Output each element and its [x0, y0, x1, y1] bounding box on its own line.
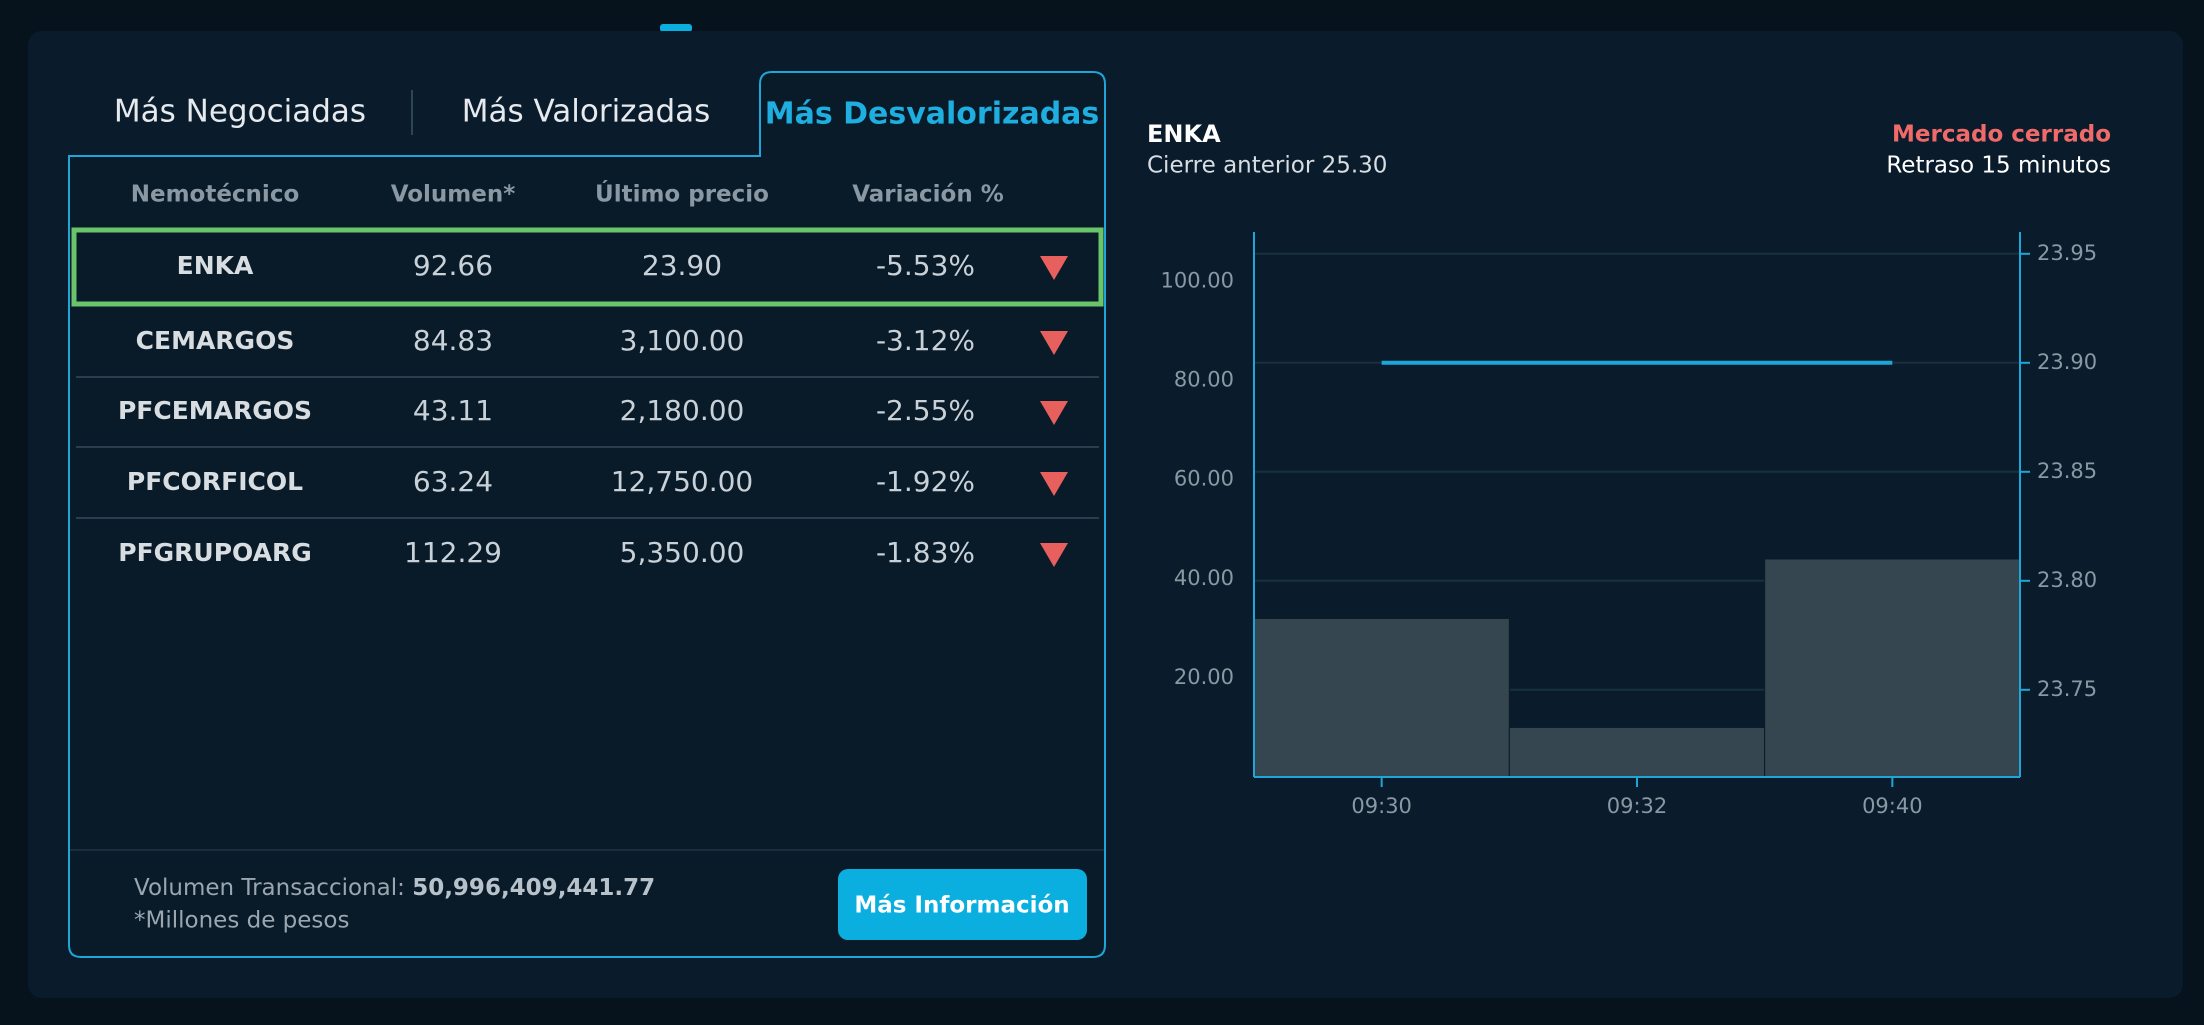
y2-tick-label: 23.85 — [2037, 459, 2097, 483]
bar — [1508, 726, 1766, 778]
volume-label: Volumen Transaccional: — [134, 875, 405, 901]
bar — [1253, 617, 1510, 778]
down-arrow — [1040, 472, 1068, 496]
column-header: Volumen* — [391, 182, 516, 208]
cell: 84.83 — [413, 324, 493, 357]
ticker: PFCORFICOL — [127, 467, 303, 496]
x-tick-label: 09:40 — [1862, 794, 1923, 818]
cell: 3,100.00 — [620, 324, 745, 357]
tab[interactable]: Más Negociadas — [114, 94, 366, 130]
column-header: Variación % — [852, 182, 1004, 208]
cell: -3.12% — [876, 324, 975, 357]
chart-title: ENKA — [1147, 120, 1221, 148]
volume-value: 50,996,409,441.77 — [412, 875, 655, 901]
cell: -2.55% — [876, 394, 975, 427]
button-label[interactable]: Más Información — [854, 893, 1069, 919]
cell: -1.92% — [876, 465, 975, 498]
y2-tick-label: 23.95 — [2037, 241, 2097, 265]
y2-tick-label: 23.80 — [2037, 568, 2097, 592]
y2-tick-label: 23.90 — [2037, 350, 2097, 374]
y-tick-label: 20.00 — [1174, 665, 1234, 689]
x-tick-label: 09:30 — [1351, 794, 1412, 818]
ticker: PFCEMARGOS — [118, 396, 312, 425]
cell: 12,750.00 — [611, 465, 754, 498]
market-delay: Retraso 15 minutos — [1886, 153, 2111, 179]
cell: 92.66 — [413, 249, 493, 282]
cell: 23.90 — [642, 249, 722, 282]
ticker: ENKA — [177, 251, 254, 280]
column-header: Nemotécnico — [131, 182, 300, 208]
down-arrow — [1040, 256, 1068, 280]
market-status: Mercado cerrado — [1892, 122, 2111, 148]
tab[interactable]: Más Valorizadas — [462, 94, 711, 130]
cell: 112.29 — [404, 536, 502, 569]
volume-text: Volumen Transaccional: 50,996,409,441.77 — [134, 875, 655, 901]
table-card — [68, 71, 1106, 958]
y-tick-label: 80.00 — [1174, 368, 1234, 392]
bar — [1764, 558, 2021, 778]
selected-row — [71, 227, 1104, 307]
cell: 5,350.00 — [620, 536, 745, 569]
down-arrow — [1040, 543, 1068, 567]
indicator — [660, 24, 692, 32]
cell: 63.24 — [413, 465, 493, 498]
y2-tick-label: 23.75 — [2037, 677, 2097, 701]
y-tick-label: 60.00 — [1174, 467, 1234, 491]
cell: 43.11 — [413, 394, 493, 427]
cell: 2,180.00 — [620, 394, 745, 427]
volume-note: *Millones de pesos — [134, 908, 349, 934]
column-header: Último precio — [595, 180, 769, 208]
ticker: CEMARGOS — [136, 326, 295, 355]
down-arrow — [1040, 331, 1068, 355]
y-tick-label: 100.00 — [1161, 269, 1234, 293]
cell: -5.53% — [876, 249, 975, 282]
chart-subtitle: Cierre anterior 25.30 — [1147, 153, 1387, 179]
x-tick-label: 09:32 — [1607, 794, 1668, 818]
more-info-button[interactable] — [838, 869, 1087, 940]
cell: -1.83% — [876, 536, 975, 569]
down-arrow — [1040, 401, 1068, 425]
tab-active[interactable]: Más Desvalorizadas — [765, 97, 1100, 132]
y-tick-label: 40.00 — [1174, 566, 1234, 590]
ticker: PFGRUPOARG — [118, 538, 312, 567]
